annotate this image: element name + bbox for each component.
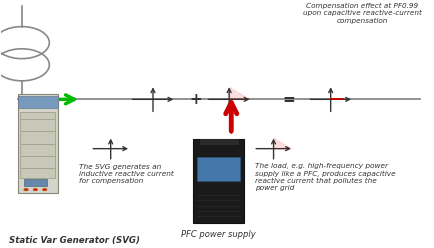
Bar (24, 180, 47, 186)
Circle shape (23, 188, 29, 191)
Text: PFC power supply: PFC power supply (181, 230, 255, 239)
Bar (17, 96, 58, 108)
Circle shape (42, 188, 47, 191)
Text: The load, e.g. high-frequency power
supply like a PFC, produces capacitive
react: The load, e.g. high-frequency power supp… (254, 163, 394, 191)
Text: The SVG generates an
inductive reactive current
for compensation: The SVG generates an inductive reactive … (79, 163, 173, 184)
Polygon shape (229, 87, 250, 99)
Polygon shape (273, 138, 291, 149)
Circle shape (33, 188, 38, 191)
Text: +: + (188, 92, 201, 107)
Bar (197, 157, 239, 181)
Text: =: = (281, 92, 294, 107)
Bar (20, 112, 55, 178)
Bar (17, 94, 58, 193)
Bar (199, 139, 237, 144)
Text: Compensation effect at PF0.99
upon capacitive reactive-current
compensation: Compensation effect at PF0.99 upon capac… (302, 3, 421, 24)
Text: Static Var Generator (SVG): Static Var Generator (SVG) (9, 236, 140, 245)
Bar (193, 139, 243, 223)
